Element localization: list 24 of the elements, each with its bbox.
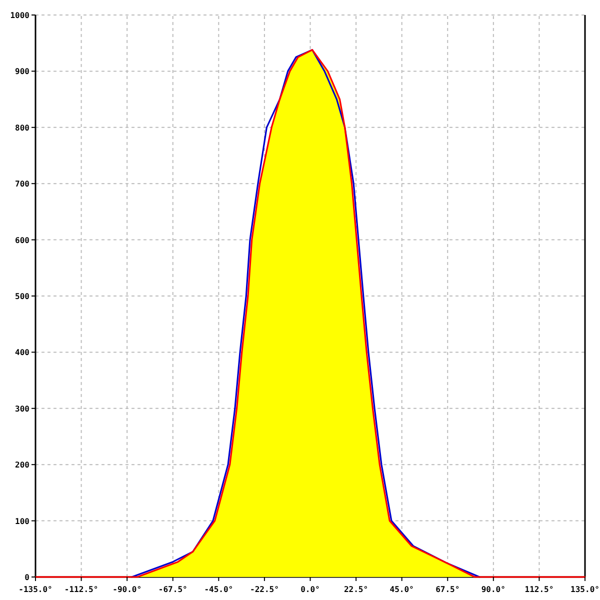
- y-tick-label: 900: [15, 67, 30, 76]
- y-tick-label: 700: [15, 180, 30, 189]
- y-tick-label: 300: [15, 404, 30, 414]
- x-tick-label: 0.0°: [300, 585, 320, 594]
- x-tick-label: -45.0°: [204, 585, 234, 594]
- x-tick-label: 67.5°: [436, 585, 460, 594]
- y-tick-label: 1000: [10, 11, 30, 20]
- x-tick-label: 135.0°: [570, 585, 600, 594]
- y-tick-label: 500: [15, 292, 30, 301]
- y-tick-label: 400: [15, 348, 30, 358]
- y-tick-label: 100: [15, 516, 30, 526]
- x-tick-label: 90.0°: [481, 585, 506, 594]
- x-tick-label: 45.0°: [390, 585, 414, 594]
- x-tick-label: 22.5°: [344, 585, 368, 594]
- x-tick-label: -135.0°: [18, 585, 52, 594]
- y-tick-label: 800: [15, 123, 30, 132]
- y-tick-label: 200: [15, 460, 30, 470]
- x-tick-label: 112.5°: [524, 585, 554, 594]
- x-tick-label: -112.5°: [64, 585, 98, 594]
- x-tick-label: -90.0°: [112, 585, 142, 594]
- y-tick-label: 0: [24, 573, 30, 582]
- x-tick-label: -67.5°: [158, 585, 188, 594]
- y-tick-label: 600: [15, 236, 30, 245]
- x-tick-label: -22.5°: [250, 585, 279, 594]
